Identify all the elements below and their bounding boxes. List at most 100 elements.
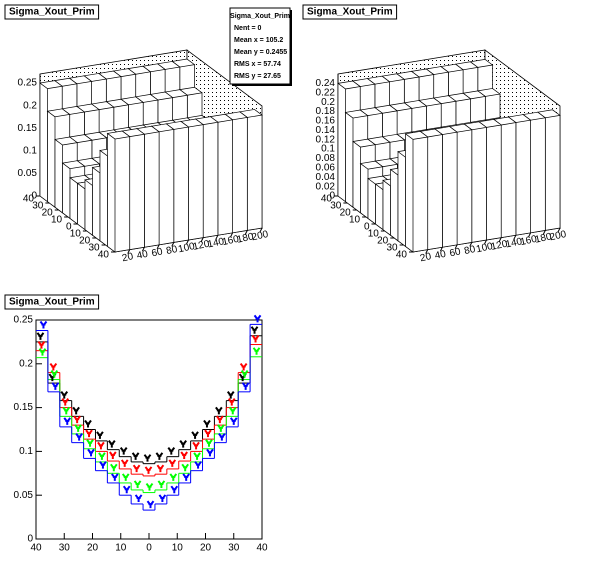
- marker: [194, 461, 202, 469]
- x-tick-label: 10: [172, 543, 184, 554]
- marker: [72, 406, 80, 415]
- marker: [108, 440, 116, 448]
- marker: [63, 417, 72, 425]
- x-tick: [259, 227, 263, 233]
- marker: [121, 473, 130, 481]
- x-tick: [141, 246, 145, 252]
- x-tick-label: 180: [236, 231, 255, 245]
- stats-entry: Mean x = 105.2: [234, 37, 283, 44]
- y-tick-label: 10: [368, 229, 380, 240]
- x-tick-label: 100: [475, 241, 494, 255]
- x-tick: [156, 244, 160, 250]
- pad-title-box: [4, 294, 100, 310]
- marker: [169, 473, 178, 481]
- z-tick-label: 0: [31, 191, 37, 202]
- z-tick-label: 0.24: [316, 78, 336, 89]
- x-tick-label: 40: [30, 543, 42, 554]
- pad-title-box: [302, 4, 398, 20]
- marker: [215, 406, 223, 415]
- z-tick-label: 0.08: [316, 153, 336, 164]
- y-tick-label: 40: [396, 250, 408, 261]
- x-tick-label: 160: [221, 234, 240, 248]
- y-tick-label: 20: [377, 236, 389, 247]
- x-tick-label: 160: [519, 234, 538, 248]
- x-tick: [200, 237, 204, 242]
- y-tick-label: 20: [42, 208, 54, 219]
- y-tick-label: 40: [23, 194, 35, 205]
- x-tick-label: 20: [419, 251, 433, 264]
- marker: [49, 362, 58, 371]
- marker: [75, 433, 83, 441]
- marker: [144, 466, 153, 474]
- x-tick: [484, 239, 487, 245]
- z-tick-label: 0.2: [23, 100, 37, 111]
- stats-title: Sigma_Xout_Prim: [230, 13, 290, 20]
- z-tick-label: 0.02: [316, 181, 336, 192]
- x-tick: [171, 242, 175, 247]
- pad-title: Sigma_Xout_Prim: [9, 7, 95, 18]
- y-tick-label: 20: [340, 208, 352, 219]
- marker: [36, 332, 45, 340]
- marker: [204, 429, 212, 438]
- x-tick-label: 200: [549, 229, 568, 243]
- marker: [85, 429, 93, 438]
- x-tick-label: 200: [251, 229, 270, 243]
- marker: [62, 406, 71, 415]
- marker: [226, 390, 235, 399]
- x-tick-label: 80: [165, 244, 179, 257]
- x-tick: [244, 230, 248, 235]
- x-tick: [127, 249, 131, 254]
- marker: [98, 452, 106, 460]
- x-tick-label: 20: [121, 251, 135, 264]
- x-tick-label: 20: [87, 543, 99, 554]
- marker: [51, 382, 60, 390]
- y-tick-label: 40: [321, 194, 333, 205]
- z-tick-label: 0.22: [316, 87, 336, 98]
- x-tick-label: 60: [151, 246, 165, 259]
- marker: [122, 485, 131, 494]
- y-tick-label: 0.2: [19, 358, 33, 369]
- x-tick-label: 120: [192, 239, 211, 253]
- marker: [192, 441, 200, 450]
- marker: [60, 390, 69, 399]
- marker: [206, 448, 214, 457]
- y-tick-label: 40: [98, 250, 110, 261]
- marker: [170, 485, 179, 494]
- x-tick: [557, 227, 561, 233]
- z-tick-label: 0.05: [18, 168, 38, 179]
- x-tick-label: 140: [505, 236, 524, 250]
- x-tick: [439, 246, 443, 252]
- x-tick-label: 120: [490, 239, 509, 253]
- y-tick-label: 20: [79, 236, 91, 247]
- stats-entry: Nent = 0: [234, 25, 262, 32]
- x-tick: [454, 244, 458, 250]
- marker: [132, 464, 141, 473]
- lego-cell: [106, 130, 131, 253]
- z-tick-label: 0.06: [316, 162, 336, 173]
- x-tick: [513, 234, 517, 240]
- marker: [155, 452, 164, 460]
- y-tick-label: 10: [51, 215, 63, 226]
- marker: [143, 454, 152, 462]
- marker: [182, 473, 190, 481]
- z-tick-label: 0: [329, 191, 335, 202]
- marker: [99, 461, 107, 469]
- marker: [131, 452, 140, 460]
- y-tick-label: 0.1: [19, 446, 33, 457]
- marker: [240, 369, 249, 378]
- pad-title: Sigma_Xout_Prim: [9, 297, 95, 308]
- y-tick-label: 0.05: [14, 490, 34, 501]
- marker: [119, 447, 128, 455]
- marker: [120, 459, 129, 467]
- x-tick-label: 40: [256, 543, 268, 554]
- lego-cell: [404, 131, 429, 253]
- y-tick-label: 30: [330, 201, 342, 212]
- marker: [193, 452, 201, 460]
- x-tick-label: 100: [177, 241, 196, 255]
- marker: [87, 448, 95, 457]
- z-tick-label: 0.2: [321, 97, 335, 108]
- marker: [156, 464, 165, 473]
- marker: [145, 482, 154, 491]
- marker: [180, 451, 188, 460]
- marker: [37, 341, 46, 349]
